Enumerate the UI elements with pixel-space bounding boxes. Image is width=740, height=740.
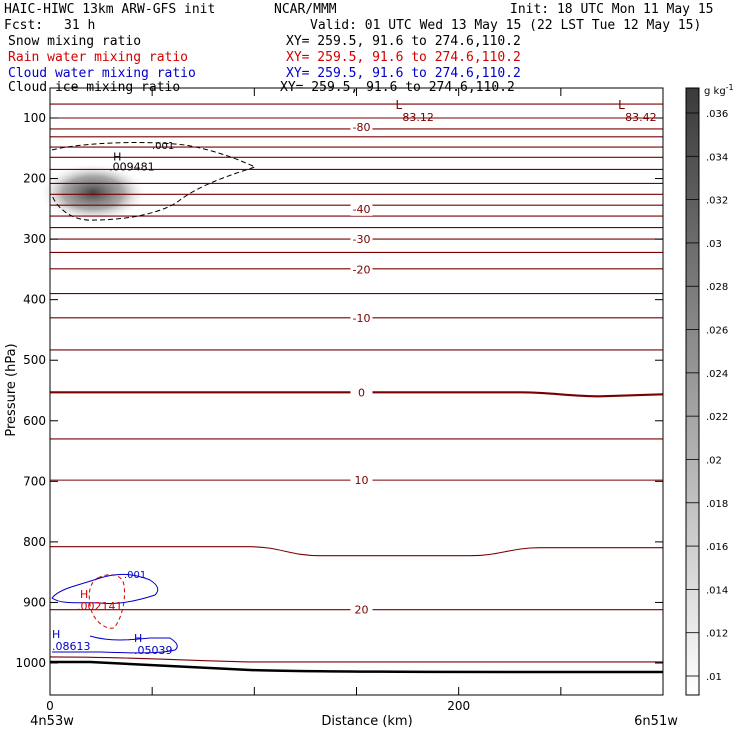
temperature-contour-line xyxy=(49,656,663,663)
colorbar-tick-label: .036 xyxy=(706,109,728,120)
temperature-contour-label: -10 xyxy=(353,312,371,325)
cloud-water-contour-upper xyxy=(51,573,159,604)
valid-time: Valid: 01 UTC Wed 13 May 15 (22 LST Tue … xyxy=(310,18,702,33)
contour-label-bg xyxy=(350,474,373,488)
colorbar-tick-label: .026 xyxy=(706,326,728,337)
model-title: HAIC-HIWC 13km ARW-GFS init xyxy=(4,2,216,17)
y-tick-label: 300 xyxy=(23,232,46,246)
init-time: Init: 18 UTC Mon 11 May 15 xyxy=(510,2,714,17)
y-tick-label: 400 xyxy=(23,293,46,307)
temperature-contour-label: -80 xyxy=(353,121,371,134)
y-tick-label: 100 xyxy=(23,111,46,125)
contour-label-bg xyxy=(350,263,373,277)
cloud-water-max-value: .08613 xyxy=(52,640,91,653)
field-snow-xy: XY= 259.5, 91.6 to 274.6,110.2 xyxy=(286,34,521,49)
colorbar-tick-label: .016 xyxy=(706,542,728,553)
y-tick-label: 500 xyxy=(23,353,46,367)
colorbar-tick-label: .03 xyxy=(706,239,722,250)
colorbar: .01 .012 .014 .016 .018 .02 .022 .024 .026 .028 .0… xyxy=(685,83,734,696)
snow-shading xyxy=(38,162,149,223)
y-tick-label: 200 xyxy=(23,172,46,186)
temperature-contour-label: -40 xyxy=(353,203,371,216)
colorbar-unit-text: g kg xyxy=(704,86,726,97)
fcst-value: 31 h xyxy=(64,18,96,33)
field-rain-xy: XY= 259.5, 91.6 to 274.6,110.2 xyxy=(286,50,521,65)
temperature-contour-label: 10 xyxy=(355,474,369,487)
rain-contour-line xyxy=(88,574,125,629)
low-value: -83.12 xyxy=(398,111,433,124)
colorbar-tick-label: .022 xyxy=(706,412,728,423)
snow-max-value: .009481 xyxy=(109,161,155,174)
temperature-contour-label: -30 xyxy=(353,233,371,246)
colorbar-tick-label: .018 xyxy=(706,499,728,510)
cloud-water-max-marker: H xyxy=(52,628,60,641)
colorbar-unit-sup: -1 xyxy=(726,83,734,92)
field-cloudwater-xy: XY= 259.5, 91.6 to 274.6,110.2 xyxy=(286,66,521,81)
rain-max-marker: H xyxy=(80,588,88,601)
snow-contour-label: .001 xyxy=(152,141,174,152)
temperature-contour-label: -20 xyxy=(353,263,371,276)
y-tick-label: 1000 xyxy=(15,656,46,670)
contour-label-bg xyxy=(350,233,373,247)
colorbar-tick-label: .02 xyxy=(706,455,722,466)
x-left-location: 4n53w xyxy=(30,714,74,729)
y-axis-title: Pressure (hPa) xyxy=(4,343,19,436)
org-label: NCAR/MMM xyxy=(274,2,337,17)
y-tick-label: 600 xyxy=(23,414,46,428)
contour-label-bg xyxy=(350,386,373,400)
temperature-contour-line xyxy=(50,391,664,398)
colorbar-tick-label: .014 xyxy=(706,585,728,596)
temperature-contour-label: 0 xyxy=(358,386,365,399)
low-value: -83.42 xyxy=(621,111,656,124)
colorbar-gradient xyxy=(685,87,700,696)
ground-surface-line xyxy=(50,660,664,674)
contour-label-bg xyxy=(350,121,373,135)
colorbar-tick-label: .024 xyxy=(706,369,728,380)
snow-contour-line xyxy=(51,142,257,221)
cloud-water-contour-label: .001 xyxy=(124,570,146,581)
colorbar-tick-label: .012 xyxy=(706,629,728,640)
colorbar-tick-label: .034 xyxy=(706,152,728,163)
contour-label-bg xyxy=(350,202,373,216)
colorbar-tick-label: .028 xyxy=(706,282,728,293)
cloud-water-max-value: .05039 xyxy=(134,644,173,657)
low-marker: L xyxy=(618,98,625,112)
colorbar-tick-label: .01 xyxy=(706,672,722,683)
y-tick-label: 800 xyxy=(23,535,46,549)
field-cloudwater-name: Cloud water mixing ratio xyxy=(8,66,196,81)
field-rain-name: Rain water mixing ratio xyxy=(8,50,189,65)
y-tick-label: 900 xyxy=(23,595,46,609)
snow-max-marker: H xyxy=(113,151,121,164)
y-tick-label: 700 xyxy=(23,474,46,488)
colorbar-tick-label: .032 xyxy=(706,196,728,207)
x-tick-label: 200 xyxy=(447,699,470,713)
temperature-contour-label: 20 xyxy=(355,604,369,617)
field-snow-name: Snow mixing ratio xyxy=(8,34,142,49)
cloud-water-max-marker: H xyxy=(134,632,142,645)
fcst-label: Fcst: xyxy=(4,18,44,33)
cloud-water-contour-lower xyxy=(52,635,178,654)
x-right-location: 6n51w xyxy=(634,714,678,729)
rain-max-value: .002141 xyxy=(77,600,123,613)
x-axis-title: Distance (km) xyxy=(321,714,412,729)
low-marker: L xyxy=(395,98,402,112)
contour-label-bg xyxy=(350,603,373,617)
x-tick-label: 0 xyxy=(46,699,54,713)
colorbar-unit: g kg-1 xyxy=(704,83,734,97)
temperature-contour-line xyxy=(50,546,663,557)
contour-label-bg xyxy=(350,311,373,325)
